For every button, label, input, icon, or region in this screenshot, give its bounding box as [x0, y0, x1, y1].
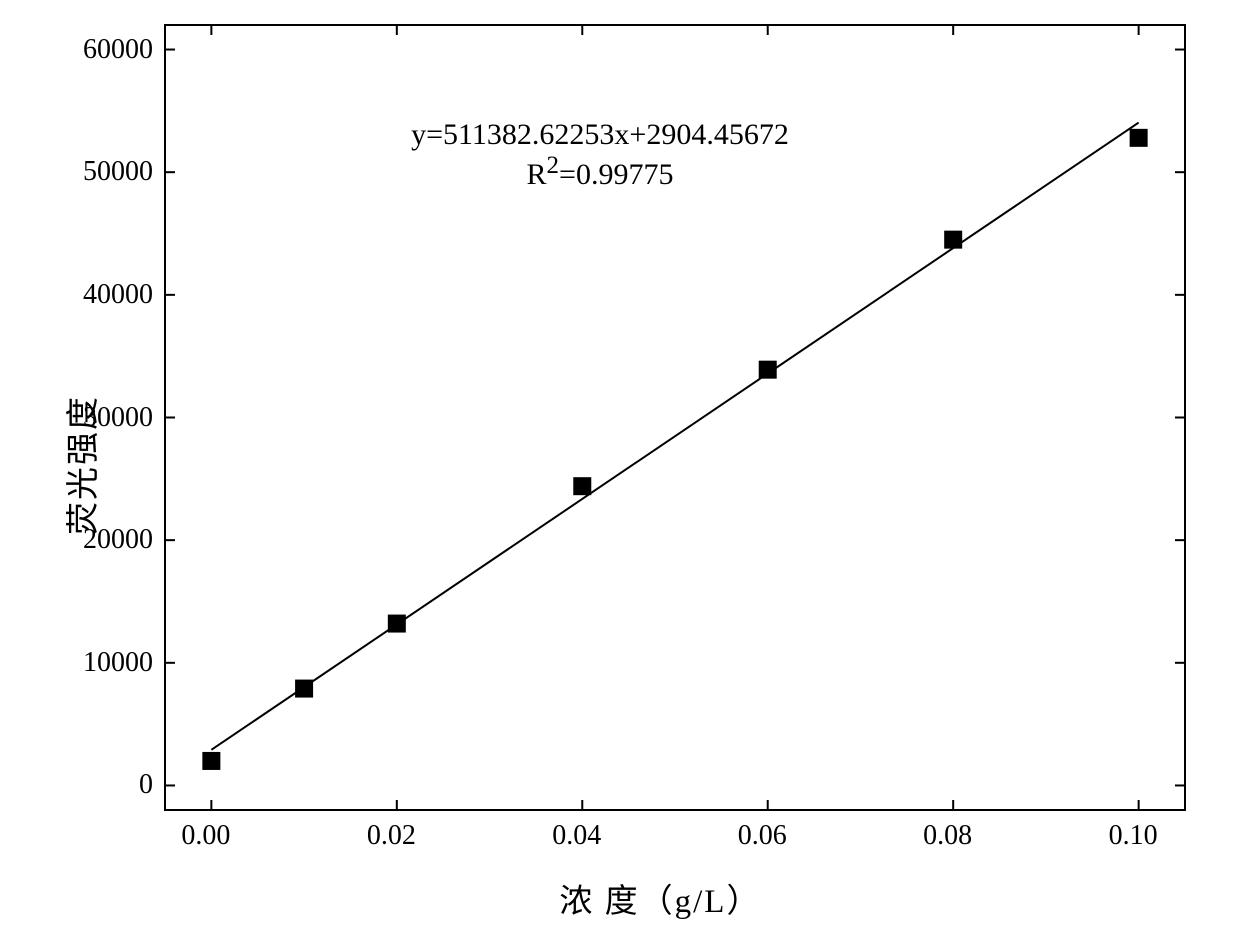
equation-annotation: y=511382.62253x+2904.45672 R2=0.99775: [340, 118, 860, 192]
y-tick-label: 0: [139, 769, 153, 801]
equation-line: y=511382.62253x+2904.45672: [340, 118, 860, 152]
r-letter: R: [527, 158, 547, 191]
y-tick-label: 20000: [83, 524, 153, 556]
y-tick-label: 10000: [83, 647, 153, 679]
x-tick-label: 0.04: [552, 820, 601, 852]
y-tick-label: 30000: [83, 402, 153, 434]
r-exp: 2: [547, 152, 560, 179]
r-value: =0.99775: [559, 158, 673, 191]
y-tick-label: 60000: [83, 34, 153, 66]
x-tick-label: 0.08: [923, 820, 972, 852]
x-tick-label: 0.02: [367, 820, 416, 852]
x-tick-label: 0.10: [1109, 820, 1158, 852]
y-tick-label: 40000: [83, 279, 153, 311]
x-tick-label: 0.00: [181, 820, 230, 852]
x-axis-label: 浓 度（g/L）: [559, 874, 761, 922]
y-tick-label: 50000: [83, 156, 153, 188]
x-tick-label: 0.06: [738, 820, 787, 852]
chart-container: 荧光强度 浓 度（g/L） y=511382.62253x+2904.45672…: [0, 0, 1240, 930]
r-squared-line: R2=0.99775: [340, 152, 860, 192]
